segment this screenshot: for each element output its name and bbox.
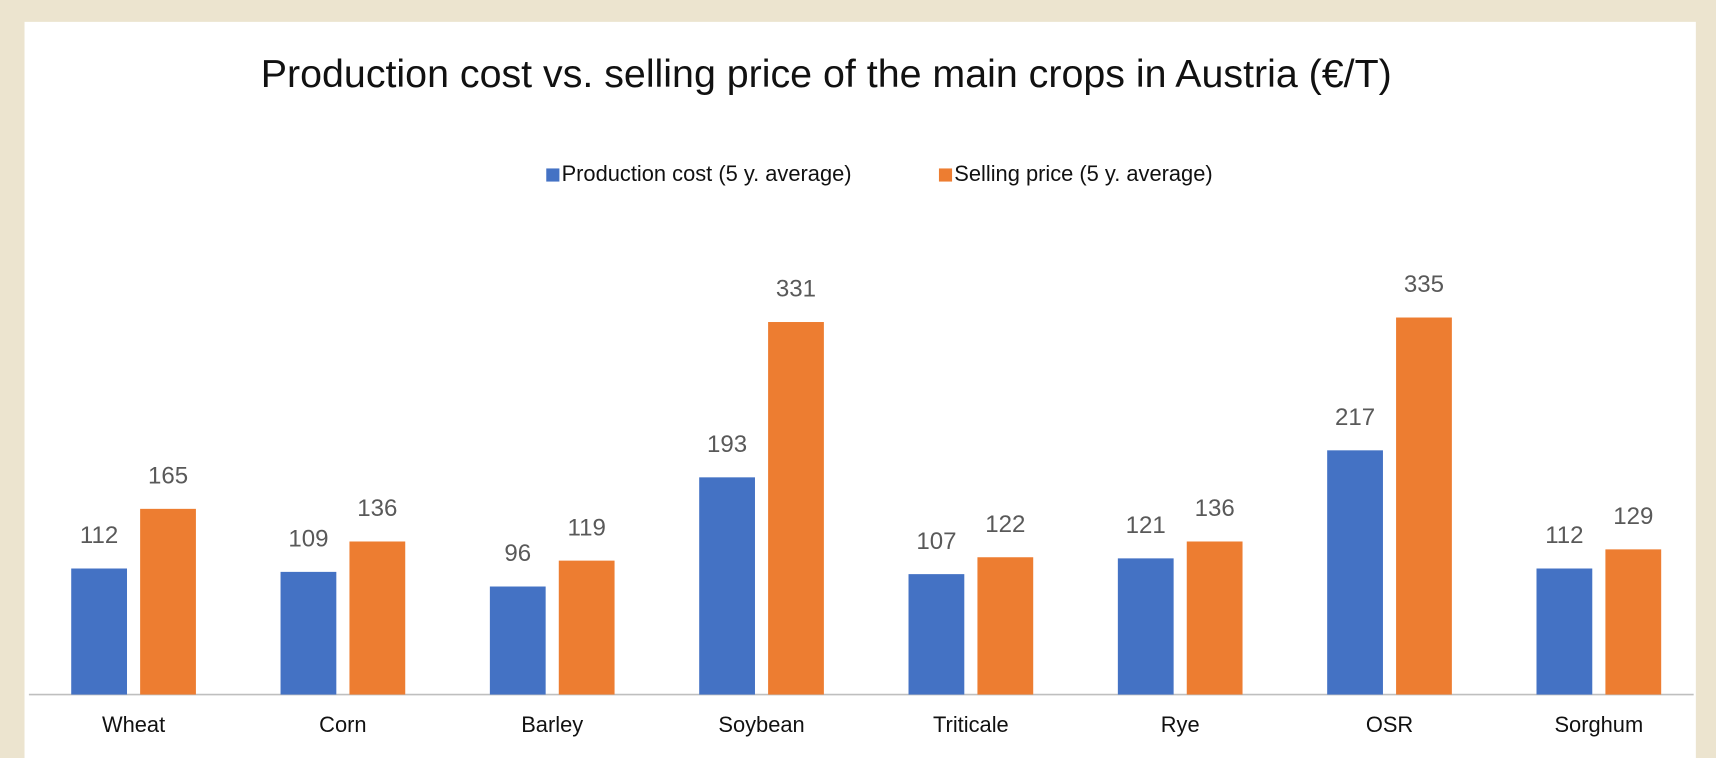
data-label: 129 [1613,503,1653,530]
data-label: 112 [1545,522,1583,549]
data-label: 107 [916,528,956,555]
bar [1117,558,1174,695]
x-tick-label: Sorghum [1554,712,1643,737]
bar [71,568,128,695]
bar [558,560,615,695]
bar [349,541,406,695]
data-label: 335 [1404,271,1444,298]
data-label: 136 [357,495,397,522]
data-label: 109 [288,526,328,553]
bar [280,571,337,695]
bar [699,477,755,695]
x-tick-label: OSR [1366,712,1413,737]
data-label: 96 [504,540,531,567]
data-label: 217 [1335,404,1375,431]
chart-title: Production cost vs. selling price of the… [261,52,1392,96]
bar [908,574,965,695]
legend-label: Production cost (5 y. average) [562,161,852,186]
data-label: 121 [1126,512,1166,539]
x-tick-label: Barley [521,712,583,737]
data-label: 165 [148,462,188,489]
bar [1327,450,1383,695]
data-label: 193 [707,431,747,458]
x-tick-label: Wheat [102,712,165,737]
data-label: 112 [80,522,118,549]
x-tick-label: Corn [319,712,366,737]
x-tick-label: Soybean [718,712,804,737]
bar [140,508,196,695]
bar [489,586,546,695]
bar [1396,317,1452,695]
data-label: 136 [1195,495,1235,522]
x-tick-label: Rye [1161,712,1200,737]
bar [1186,541,1243,695]
legend-label: Selling price (5 y. average) [954,161,1212,186]
bar [1536,568,1593,695]
data-label: 119 [567,514,605,541]
legend-swatch [938,168,953,182]
data-label: 122 [985,511,1025,538]
bar [1605,549,1662,695]
x-tick-label: Triticale [933,712,1009,737]
bar [977,557,1034,695]
bar [768,322,824,695]
legend-swatch [546,168,560,182]
data-label: 331 [776,276,816,303]
